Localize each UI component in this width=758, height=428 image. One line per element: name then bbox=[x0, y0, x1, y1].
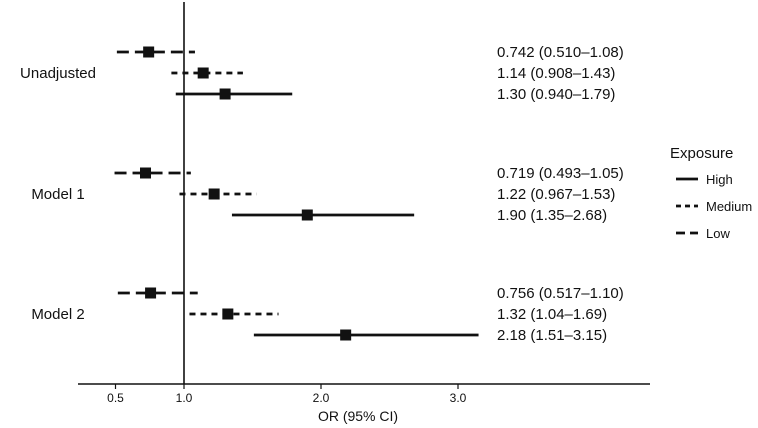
estimate-label: 1.30 (0.940–1.79) bbox=[497, 86, 615, 103]
estimate-label: 1.14 (0.908–1.43) bbox=[497, 65, 615, 82]
legend-label: Low bbox=[706, 226, 730, 241]
estimate-label: 0.742 (0.510–1.08) bbox=[497, 44, 624, 61]
point-estimate bbox=[222, 308, 234, 320]
point-estimate bbox=[145, 287, 157, 299]
plot-area: 0.5 1.0 2.0 3.0 OR (95% CI) Unadjusted 0.742 (… bbox=[20, 2, 650, 424]
estimate-label: 0.756 (0.517–1.10) bbox=[497, 285, 624, 302]
point-estimate bbox=[340, 329, 352, 341]
legend-title: Exposure bbox=[670, 145, 733, 162]
estimate-label: 2.18 (1.51–3.15) bbox=[497, 327, 607, 344]
point-estimate bbox=[219, 88, 231, 100]
point-estimate bbox=[197, 67, 209, 79]
point-estimate bbox=[301, 209, 313, 221]
point-estimate bbox=[140, 167, 152, 179]
x-axis-title: OR (95% CI) bbox=[318, 408, 398, 424]
x-tick-label: 1.0 bbox=[176, 391, 193, 405]
estimate-label: 1.22 (0.967–1.53) bbox=[497, 186, 615, 203]
group-label: Unadjusted bbox=[20, 65, 96, 82]
x-tick-label: 0.5 bbox=[107, 391, 124, 405]
x-tick-label: 3.0 bbox=[450, 391, 467, 405]
estimate-label: 0.719 (0.493–1.05) bbox=[497, 165, 624, 182]
legend-label: Medium bbox=[706, 199, 752, 214]
x-tick-label: 2.0 bbox=[313, 391, 330, 405]
group-label: Model 2 bbox=[31, 306, 84, 323]
point-estimate bbox=[208, 188, 220, 200]
point-estimate bbox=[143, 46, 155, 58]
legend-label: High bbox=[706, 172, 733, 187]
estimate-label: 1.32 (1.04–1.69) bbox=[497, 306, 607, 323]
group-label: Model 1 bbox=[31, 186, 84, 203]
legend: Exposure High Medium Low bbox=[670, 145, 752, 241]
estimate-label: 1.90 (1.35–2.68) bbox=[497, 207, 607, 224]
